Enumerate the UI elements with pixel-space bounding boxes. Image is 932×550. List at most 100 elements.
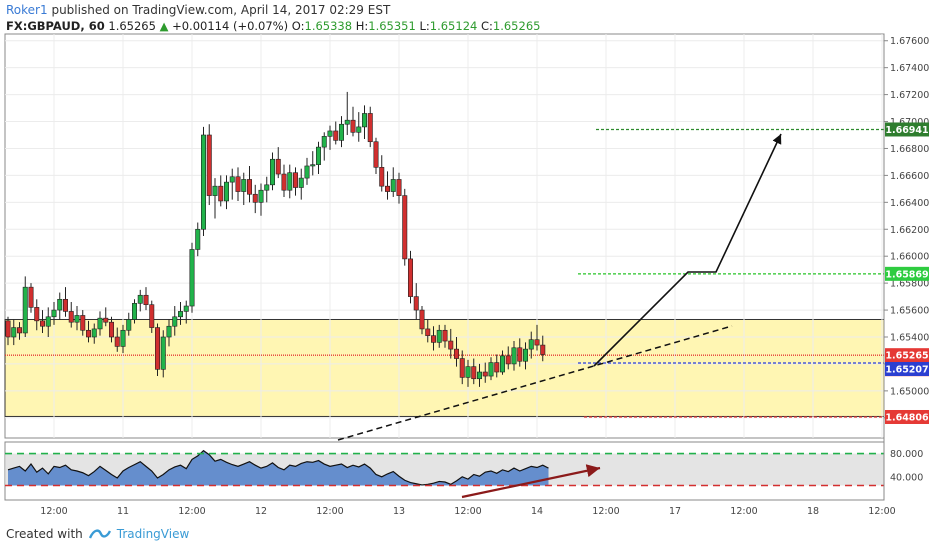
candle: [103, 307, 109, 327]
candle-body: [471, 366, 477, 380]
price-tick-label: 1.65800: [890, 279, 929, 290]
candle: [22, 276, 28, 337]
candle: [126, 312, 132, 336]
candle: [132, 299, 138, 324]
candle-body: [275, 158, 281, 175]
candle-body: [229, 176, 235, 183]
tradingview-logo-icon: [88, 529, 111, 539]
candle: [195, 222, 201, 257]
candle: [505, 346, 511, 370]
price-tick-label: 1.67200: [890, 90, 929, 101]
author-link[interactable]: Roker1: [6, 3, 48, 17]
candle-body: [51, 309, 57, 318]
candle: [425, 319, 431, 343]
time-tick-label: 12:00: [316, 506, 343, 517]
candle-body: [172, 316, 178, 327]
price-tick-label: 1.66400: [890, 198, 929, 209]
candle: [160, 330, 166, 378]
candle-body: [183, 305, 189, 312]
candle-body: [367, 113, 373, 143]
candle: [178, 301, 184, 325]
candle: [287, 164, 293, 199]
candle-body: [465, 366, 471, 378]
current-price-tag-bg: [885, 348, 929, 363]
candle: [356, 112, 362, 142]
candle-body: [155, 327, 161, 370]
candle: [114, 327, 120, 352]
candle-body: [74, 315, 80, 323]
candle: [218, 175, 224, 207]
candle: [229, 168, 235, 200]
candle-body: [292, 172, 298, 188]
candle: [430, 326, 436, 351]
rsi-line: [7, 449, 549, 486]
price-tick-label: 1.65400: [890, 333, 929, 344]
candle: [436, 324, 442, 348]
candle: [298, 168, 304, 200]
candle: [453, 337, 459, 367]
candle: [281, 164, 287, 197]
candle: [68, 301, 74, 328]
candle: [350, 106, 356, 137]
candle: [172, 306, 178, 336]
time-tick-label: 12:00: [592, 506, 619, 517]
candle: [534, 324, 540, 351]
projection-arrow: [593, 133, 782, 367]
candle: [419, 306, 425, 335]
rsi-tick-label: 80.000: [890, 449, 923, 460]
candle: [252, 184, 258, 214]
stop-price-tag-text: 1.64806: [885, 412, 929, 423]
target-price-tag-bg: [885, 122, 929, 137]
tradingview-brand[interactable]: TradingView: [116, 527, 190, 541]
candle-body: [327, 130, 333, 137]
change-arrow-icon: ▲: [159, 19, 169, 33]
candle-body: [430, 335, 436, 343]
candle: [344, 91, 350, 135]
candle-body: [419, 309, 425, 330]
candle: [494, 354, 500, 378]
candle: [39, 310, 45, 333]
candle: [51, 301, 57, 325]
candle-body: [436, 329, 442, 343]
candle-body: [5, 320, 11, 338]
candle-body: [166, 325, 172, 338]
publish-info: Roker1 published on TradingView.com, Apr…: [6, 3, 390, 17]
candle: [499, 350, 505, 375]
low-label: L:: [419, 19, 430, 33]
candle: [137, 289, 143, 312]
low-value: 1.65124: [429, 19, 478, 33]
candle: [471, 358, 477, 385]
candle: [74, 306, 80, 331]
candle: [384, 171, 390, 200]
candle-body: [178, 311, 184, 318]
candle-body: [413, 296, 419, 311]
candle-body: [476, 371, 482, 380]
candle: [517, 338, 523, 367]
entry-price-tag-text: 1.65207: [885, 364, 928, 375]
candle: [11, 319, 17, 346]
candle: [5, 316, 11, 346]
candle-body: [126, 319, 132, 331]
candle-body: [488, 362, 494, 377]
candle-body: [269, 158, 275, 186]
footer: Created with TradingView: [6, 527, 189, 541]
candle-body: [11, 327, 17, 338]
created-with-text: Created with: [6, 527, 83, 541]
symbol-name: FX:GBPAUD, 60: [6, 19, 105, 33]
rsi-pane[interactable]: [4, 441, 885, 501]
candle-body: [206, 134, 212, 196]
candle-body: [22, 286, 28, 334]
candle-body: [34, 307, 40, 322]
price-tick-label: 1.66600: [890, 171, 929, 182]
candle: [212, 178, 218, 219]
candle-body: [482, 371, 488, 377]
time-tick-label: 12: [255, 506, 267, 517]
candle-body: [540, 344, 546, 355]
candle: [448, 328, 454, 359]
candle-body: [459, 358, 465, 378]
price-pane[interactable]: [4, 33, 885, 441]
candle-body: [62, 298, 68, 312]
stop-price-tag-bg: [885, 409, 929, 424]
candle-body: [517, 347, 523, 362]
